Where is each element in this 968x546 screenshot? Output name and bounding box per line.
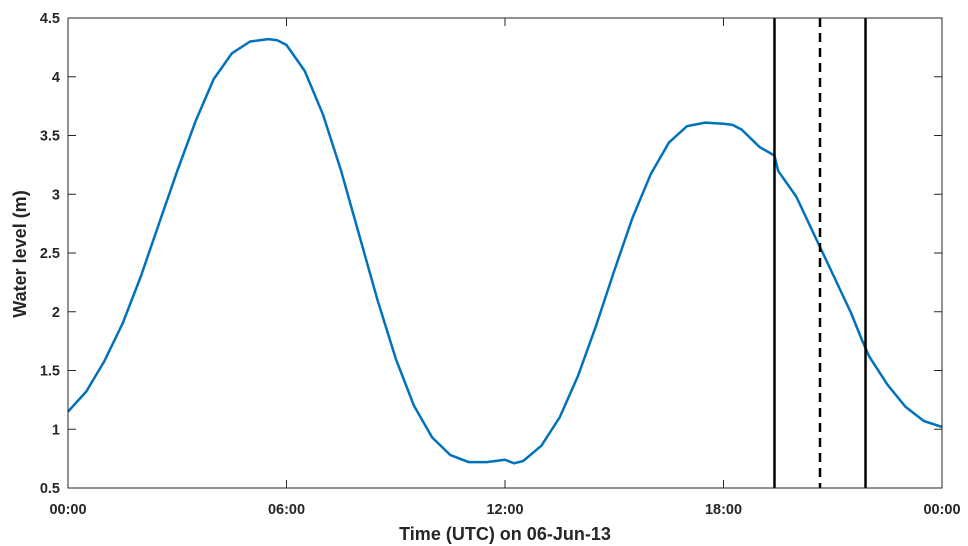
plot-background	[68, 18, 942, 488]
x-tick-label: 06:00	[268, 502, 305, 518]
y-tick-label: 1	[52, 422, 60, 438]
y-tick-label: 2.5	[40, 246, 60, 262]
chart-marks	[67, 18, 943, 488]
axes: 0.5 1 1.5 2 2.5 3 3.5 4 4.5 00:00 06:00 12:00 18:00 0…	[40, 11, 961, 518]
y-tick-label: 0.5	[40, 481, 60, 497]
y-tick-label: 1.5	[40, 364, 60, 380]
y-tick-label: 3	[52, 187, 60, 203]
x-tick-label: 12:00	[486, 502, 523, 518]
y-axis-label: Water level (m)	[10, 190, 30, 317]
y-tick-label: 2	[52, 305, 60, 321]
y-tick-label: 3.5	[40, 129, 60, 145]
x-axis-label: Time (UTC) on 06-Jun-13	[399, 524, 611, 544]
x-tick-label: 00:00	[923, 502, 960, 518]
series-line-1	[67, 37, 943, 465]
y-tick-label: 4.5	[40, 11, 60, 27]
x-tick-label: 18:00	[705, 502, 742, 518]
plot-area	[68, 18, 942, 488]
y-tick-label: 4	[52, 70, 60, 86]
x-tick-label: 00:00	[49, 502, 86, 518]
